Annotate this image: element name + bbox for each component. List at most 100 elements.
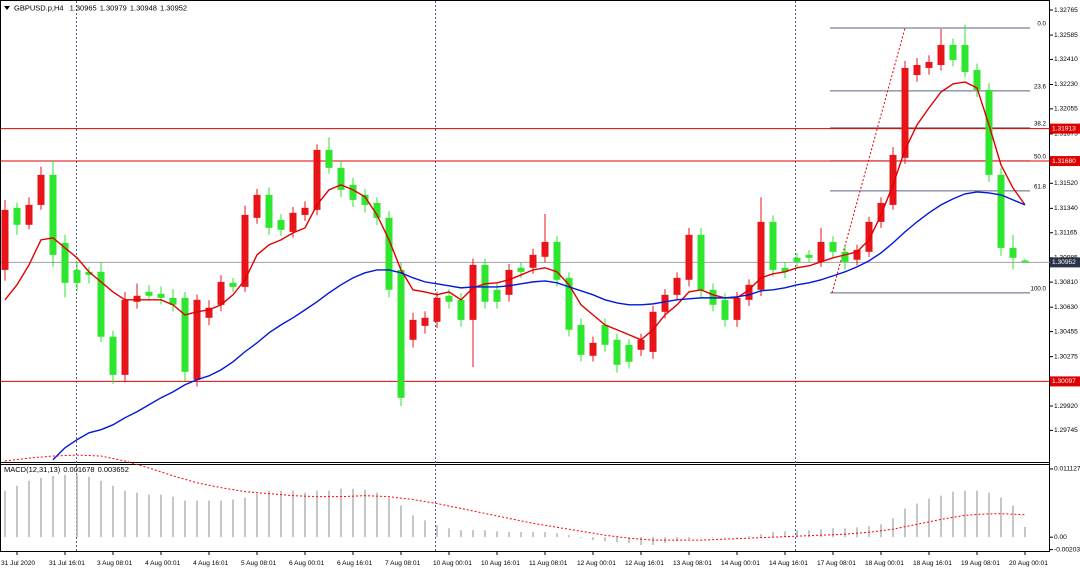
fib-trendline xyxy=(831,27,906,294)
macd-bar xyxy=(808,530,810,538)
macd-bar xyxy=(76,474,78,538)
macd-bar xyxy=(532,532,534,538)
x-tick-label: 17 Aug 08:01 xyxy=(817,560,856,567)
macd-bar xyxy=(724,537,726,538)
x-tick-label: 6 Aug 16:01 xyxy=(337,560,373,567)
x-tick-label: 6 Aug 00:01 xyxy=(289,560,325,567)
y-tick-label: 1.32410 xyxy=(1054,56,1078,63)
macd-bar xyxy=(832,528,834,538)
current-price-tag xyxy=(1050,257,1080,268)
candle-body xyxy=(613,339,621,365)
macd-bar xyxy=(4,490,6,538)
candle-body xyxy=(217,281,225,305)
candle-body xyxy=(397,269,405,398)
macd-bar xyxy=(244,497,246,538)
x-tick-label: 31 Jul 16:01 xyxy=(49,560,85,567)
candle-body xyxy=(193,299,201,380)
candle-body xyxy=(133,295,141,302)
candle-body xyxy=(781,267,789,272)
candle-body xyxy=(457,299,465,320)
macd-bar xyxy=(28,480,30,538)
macd-bar xyxy=(112,485,114,538)
macd-bar xyxy=(976,490,978,538)
candle-body xyxy=(1,209,9,270)
macd-bar xyxy=(352,488,354,538)
macd-bar xyxy=(496,531,498,538)
x-tick-label: 10 Aug 16:01 xyxy=(481,560,520,567)
candle-body xyxy=(73,269,81,283)
macd-bar xyxy=(772,532,774,538)
x-tick-label: 4 Aug 00:01 xyxy=(145,560,181,567)
candle-body xyxy=(937,44,945,66)
macd-bar xyxy=(436,525,438,538)
price-level-label: 1.30097 xyxy=(1052,378,1076,385)
macd-bar xyxy=(568,535,570,538)
quote-high: 1.30979 xyxy=(100,3,127,12)
candle-body xyxy=(553,241,561,280)
macd-bar xyxy=(124,490,126,538)
y-tick-label: 1.31340 xyxy=(1054,205,1078,212)
candle-body xyxy=(37,174,45,205)
candle-body xyxy=(601,324,609,345)
candle-body xyxy=(565,277,573,330)
macd-bar xyxy=(172,496,174,538)
candle-body xyxy=(313,149,321,210)
candle-body xyxy=(913,65,921,76)
y-tick-label: 1.30630 xyxy=(1054,304,1078,311)
candle-body xyxy=(121,299,129,375)
candle-body xyxy=(877,202,885,222)
macd-bar xyxy=(796,530,798,538)
macd-bar xyxy=(640,537,642,546)
candle-body xyxy=(49,174,57,255)
candle-body xyxy=(505,269,513,295)
macd-bar xyxy=(52,475,54,538)
symbol-menu-arrow[interactable] xyxy=(4,6,10,10)
macd-bar xyxy=(1012,505,1014,538)
candle-body xyxy=(289,212,297,232)
symbol-title: GBPUSD.p,H4 xyxy=(14,3,64,12)
macd-bar xyxy=(952,491,954,538)
price-level-label: 1.31913 xyxy=(1052,125,1076,132)
candle-body xyxy=(385,217,393,290)
candle-body xyxy=(349,184,357,200)
quote-open: 1.30965 xyxy=(70,3,97,12)
candle-body xyxy=(901,67,909,158)
macd-bar xyxy=(448,528,450,538)
macd-bar xyxy=(256,493,258,538)
candle-body xyxy=(85,271,93,275)
macd-bar xyxy=(604,537,606,542)
macd-value: 0.001678 xyxy=(63,465,94,474)
y-tick-label: 0.00 xyxy=(1054,534,1067,541)
macd-bar xyxy=(1024,526,1026,538)
macd-bar xyxy=(40,477,42,538)
candle-body xyxy=(445,295,453,302)
fib-label: 61.8 xyxy=(1034,183,1047,190)
price-level-tag xyxy=(1050,376,1080,387)
macd-bar xyxy=(304,492,306,538)
candle-body xyxy=(277,219,285,230)
macd-bar xyxy=(700,537,702,538)
macd-bar xyxy=(544,532,546,538)
candle-body xyxy=(649,311,657,352)
macd-bar xyxy=(16,485,18,538)
quote-low: 1.30948 xyxy=(130,3,157,12)
candle-body xyxy=(721,299,729,320)
macd-bar xyxy=(184,500,186,538)
candle-body xyxy=(949,44,957,60)
macd-bar xyxy=(100,480,102,538)
candle-body xyxy=(793,257,801,262)
macd-bar xyxy=(364,489,366,538)
macd-bar xyxy=(136,492,138,538)
macd-bar xyxy=(616,537,618,543)
macd-bar xyxy=(64,474,66,538)
macd-bar xyxy=(688,537,690,540)
macd-bar xyxy=(412,515,414,538)
candle-body xyxy=(661,294,669,312)
y-tick-label: 1.32055 xyxy=(1054,106,1078,113)
candle-body xyxy=(205,307,213,318)
macd-bar xyxy=(580,537,582,539)
macd-bar xyxy=(280,490,282,538)
candle-body xyxy=(841,251,849,262)
candle-body xyxy=(433,297,441,322)
candle-body xyxy=(697,234,705,290)
